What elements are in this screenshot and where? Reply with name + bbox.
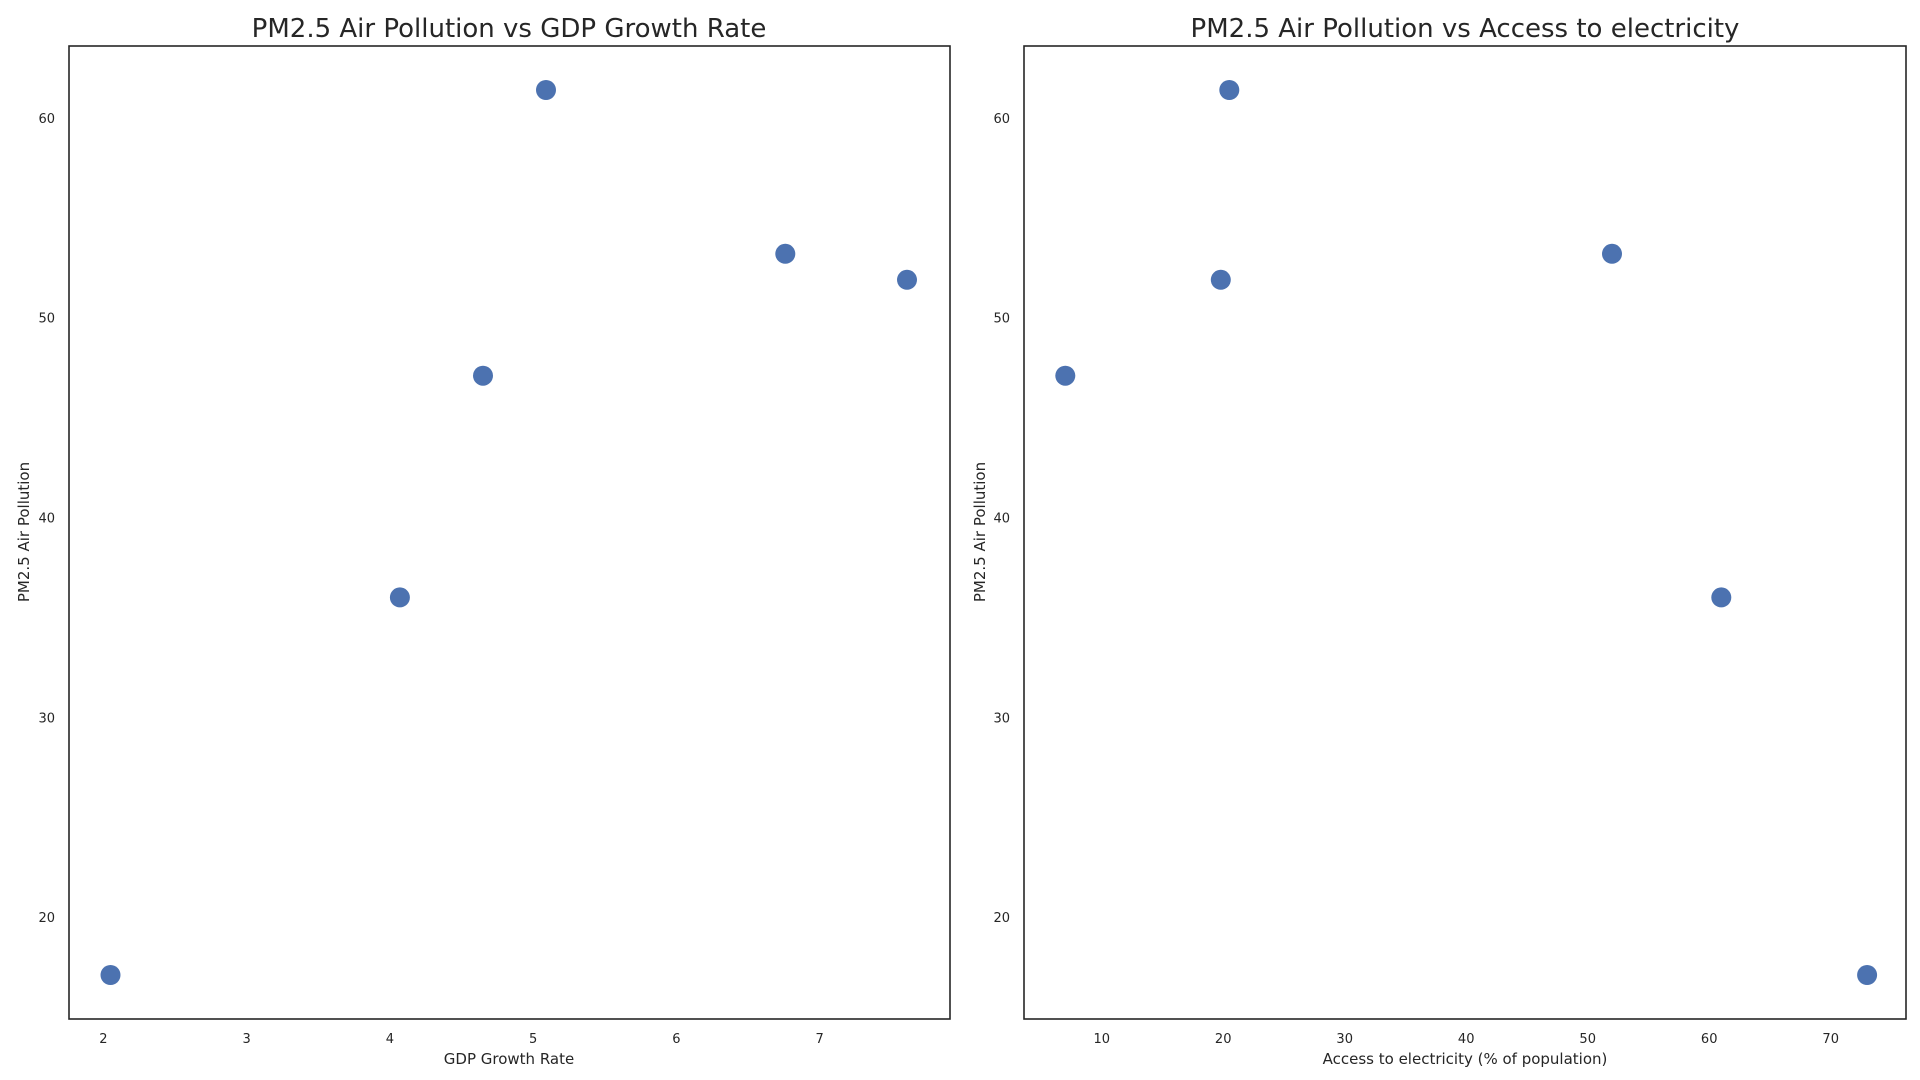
data-point — [1602, 243, 1622, 264]
x-tick-label: 3 — [242, 1032, 250, 1047]
y-tick-label: 30 — [38, 711, 55, 726]
plot-frame — [1023, 45, 1907, 1020]
data-point — [473, 365, 493, 386]
data-point — [1055, 365, 1076, 386]
y-axis-label: PM2.5 Air Pollution — [971, 462, 989, 602]
y-tick-labels: 20 30 40 50 60 — [993, 112, 1010, 926]
data-point — [1219, 80, 1240, 100]
data-point — [1857, 965, 1878, 985]
x-tick-label: 6 — [672, 1032, 680, 1047]
data-point — [536, 80, 556, 100]
data-points — [1055, 80, 1878, 985]
x-tick-labels: 10 20 30 40 50 60 70 — [1094, 1032, 1839, 1047]
y-tick-label: 60 — [38, 112, 55, 127]
y-tick-label: 50 — [993, 312, 1010, 327]
chart-electricity-access: PM2.5 Air Pollution vs Access to electri… — [971, 14, 1907, 1068]
x-tick-label: 4 — [386, 1032, 394, 1047]
data-point — [389, 587, 410, 608]
x-axis-label: Access to electricity (% of population) — [1323, 1050, 1608, 1068]
y-tick-labels: 20 30 40 50 60 — [38, 112, 55, 926]
x-tick-label: 50 — [1579, 1032, 1596, 1047]
x-tick-label: 40 — [1458, 1032, 1475, 1047]
y-tick-label: 60 — [993, 112, 1010, 127]
data-point — [100, 965, 121, 985]
y-tick-label: 30 — [993, 711, 1010, 726]
x-tick-label: 60 — [1701, 1032, 1718, 1047]
x-tick-label: 5 — [529, 1032, 537, 1047]
plot-frame — [68, 45, 951, 1020]
y-tick-label: 20 — [38, 911, 55, 926]
x-tick-label: 7 — [815, 1032, 823, 1047]
chart-title: PM2.5 Air Pollution vs GDP Growth Rate — [252, 14, 767, 44]
y-tick-label: 40 — [38, 512, 55, 527]
x-tick-label: 20 — [1215, 1032, 1232, 1047]
x-tick-labels: 2 3 4 5 6 7 — [99, 1032, 823, 1047]
x-tick-label: 70 — [1822, 1032, 1839, 1047]
y-tick-label: 40 — [993, 512, 1010, 527]
y-axis-label: PM2.5 Air Pollution — [15, 462, 33, 602]
chart-gdp-growth: PM2.5 Air Pollution vs GDP Growth Rate 2… — [15, 14, 951, 1068]
data-point — [1210, 269, 1231, 290]
y-tick-label: 50 — [38, 312, 55, 327]
data-points — [100, 80, 917, 985]
y-tick-label: 20 — [993, 911, 1010, 926]
x-tick-label: 2 — [99, 1032, 107, 1047]
x-tick-label: 10 — [1094, 1032, 1111, 1047]
x-tick-label: 30 — [1336, 1032, 1353, 1047]
data-point — [775, 243, 796, 264]
data-point — [1711, 587, 1732, 608]
chart-title: PM2.5 Air Pollution vs Access to electri… — [1191, 14, 1740, 44]
x-axis-label: GDP Growth Rate — [444, 1050, 574, 1068]
data-point — [897, 269, 917, 290]
